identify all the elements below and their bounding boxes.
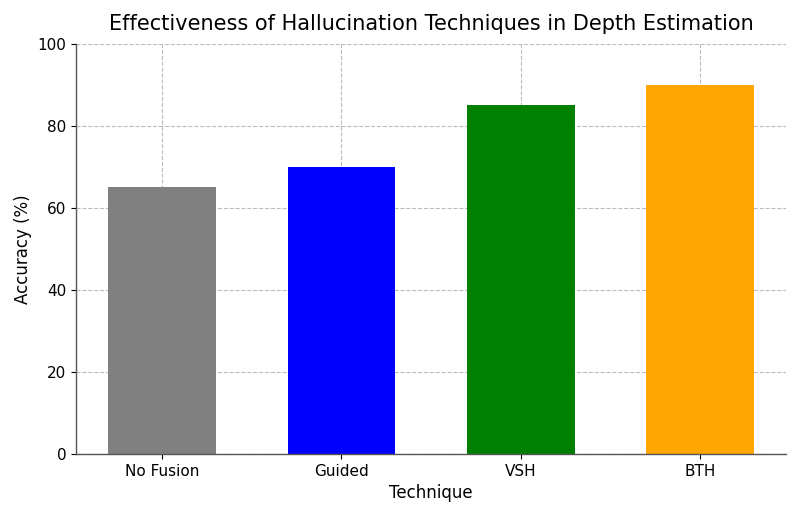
Bar	[288, 167, 395, 454]
Bar	[467, 105, 574, 454]
Bar	[646, 85, 754, 454]
Title: Effectiveness of Hallucination Techniques in Depth Estimation: Effectiveness of Hallucination Technique…	[109, 14, 754, 34]
Bar	[108, 187, 216, 454]
X-axis label: Technique: Technique	[390, 484, 473, 502]
Y-axis label: Accuracy (%): Accuracy (%)	[14, 194, 32, 303]
